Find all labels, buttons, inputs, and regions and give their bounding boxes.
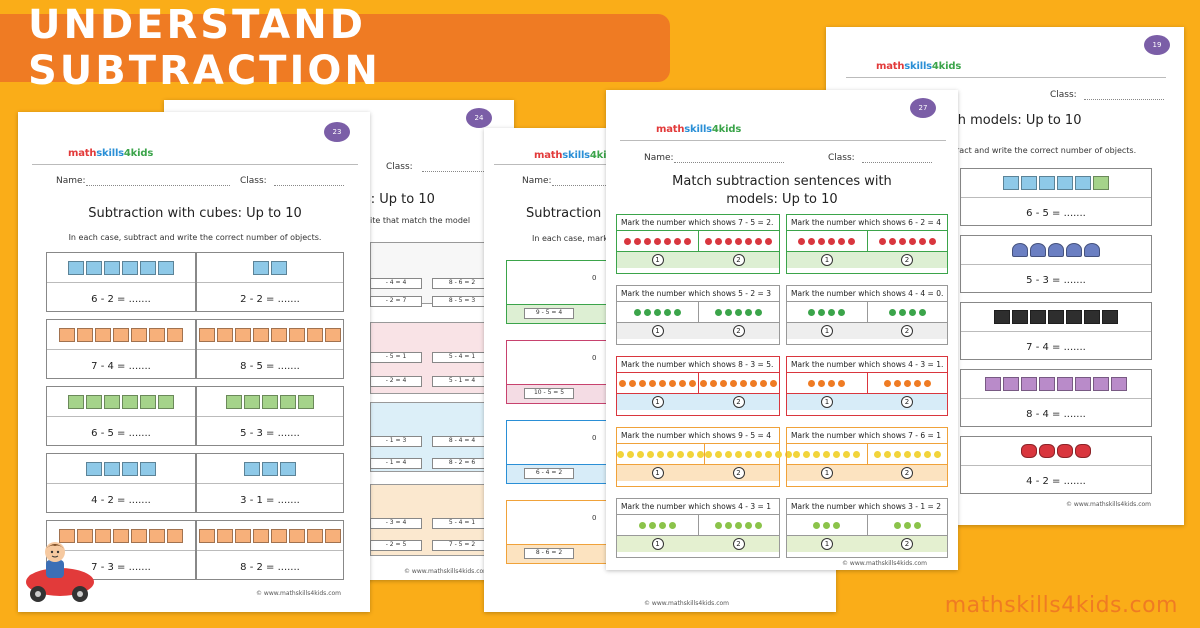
option-2[interactable]: 2 — [732, 396, 745, 408]
match-box: Mark the number which shows 4 - 4 = 0. 1… — [786, 285, 948, 345]
match-box: Mark the number which shows 4 - 3 = 1. 1… — [786, 356, 948, 416]
worksheet-instruction: ite that match the model — [370, 216, 471, 225]
worksheet-instruction: In each case, subtract and write the cor… — [68, 233, 322, 242]
option-2[interactable]: 2 — [901, 254, 913, 266]
option-2[interactable]: 2 — [901, 538, 913, 550]
equation: 4 - 2 = ....... — [91, 495, 151, 506]
class-label: Class: — [386, 162, 413, 172]
logo: mathskills4kids — [534, 150, 620, 161]
option-1[interactable]: 1 — [821, 396, 833, 408]
equation: 7 - 4 = ....... — [91, 361, 151, 372]
worksheet-cubes: 23 mathskills4kids Name: Class: Subtract… — [18, 112, 370, 612]
logo: mathskills4kids — [876, 61, 962, 72]
exercise-cell: 4 - 2 = ....... — [46, 453, 196, 513]
equation: 8 - 2 = ....... — [240, 562, 300, 573]
exercise-cell: 7 - 4 = ....... — [46, 319, 196, 379]
exercise-cell: 8 - 5 = ....... — [196, 319, 344, 379]
option-1[interactable]: 1 — [651, 396, 664, 408]
match-box: Mark the number which shows 8 - 3 = 5. 1… — [616, 356, 780, 416]
page-badge-icon: 23 — [324, 122, 350, 142]
equation: 8 - 4 = ....... — [1026, 409, 1086, 420]
option-1[interactable]: 1 — [821, 325, 833, 337]
exercise-cell: 8 - 2 = ....... — [196, 520, 344, 580]
copyright: © www.mathskills4kids.com — [256, 590, 342, 597]
class-label: Class: — [1050, 90, 1077, 100]
equation: 6 - 5 = ....... — [91, 428, 151, 439]
copyright: © www.mathskills4kids.com — [404, 568, 490, 575]
page-badge-icon: 24 — [466, 108, 492, 128]
class-label: Class: — [828, 153, 855, 163]
exercise-cell: 3 - 1 = ....... — [196, 453, 344, 513]
name-label: Name: — [56, 176, 86, 186]
equation: 8 - 5 = ....... — [240, 361, 300, 372]
equation: 5 - 3 = ....... — [240, 428, 300, 439]
logo: mathskills4kids — [656, 124, 742, 135]
worksheet-title-line1: Match subtraction sentences with — [672, 174, 892, 189]
option-2[interactable]: 2 — [732, 538, 745, 550]
banner-title: UNDERSTAND SUBTRACTION — [28, 2, 381, 94]
option-1[interactable]: 1 — [821, 538, 833, 550]
boy-car-illustration — [26, 542, 94, 602]
worksheet-title: Subtraction with cubes: Up to 10 — [88, 206, 302, 221]
match-box: Mark the number which shows 7 - 5 = 2. 1… — [616, 214, 780, 274]
site-url[interactable]: mathskills4kids.com — [944, 593, 1178, 618]
equation: 2 - 2 = ....... — [240, 294, 300, 305]
equation: 7 - 4 = ....... — [1026, 342, 1086, 353]
option-1[interactable]: 1 — [821, 254, 833, 266]
option-1[interactable]: 1 — [651, 467, 664, 479]
copyright: © www.mathskills4kids.com — [644, 600, 730, 607]
page-badge-icon: 27 — [910, 98, 936, 118]
option-2[interactable]: 2 — [732, 325, 745, 337]
option-1[interactable]: 1 — [651, 538, 664, 550]
equation: 3 - 1 = ....... — [240, 495, 300, 506]
option-2[interactable]: 2 — [732, 254, 745, 266]
exercise-cell: 6 - 2 = ....... — [46, 252, 196, 312]
exercise-cell: 2 - 2 = ....... — [196, 252, 344, 312]
worksheet-title: s: Up to 10 — [364, 192, 435, 207]
copyright: © www.mathskills4kids.com — [1066, 501, 1152, 508]
option-1[interactable]: 1 — [651, 325, 664, 337]
worksheet-instruction: ract and write the correct number of obj… — [956, 146, 1137, 155]
worksheet-title: n with models: Up to 10 — [926, 113, 1082, 128]
exercise-cell: 5 - 3 = ....... — [196, 386, 344, 446]
title-banner: UNDERSTAND SUBTRACTION — [0, 2, 670, 94]
name-label: Name: — [522, 176, 552, 186]
name-label: Name: — [644, 153, 674, 163]
copyright: © www.mathskills4kids.com — [842, 560, 928, 567]
logo: mathskills4kids — [68, 148, 154, 159]
worksheet-title-line2: models: Up to 10 — [726, 192, 838, 207]
page-badge-icon: 19 — [1144, 35, 1170, 55]
worksheet-title: Subtraction s — [526, 206, 613, 221]
exercise-cell: 6 - 5 = ....... — [46, 386, 196, 446]
option-2[interactable]: 2 — [901, 467, 913, 479]
worksheet-match: 27 mathskills4kids Name: Class: Match su… — [606, 90, 958, 570]
option-1[interactable]: 1 — [651, 254, 664, 266]
option-2[interactable]: 2 — [901, 325, 913, 337]
option-2[interactable]: 2 — [732, 467, 745, 479]
equation: 6 - 2 = ....... — [91, 294, 151, 305]
equation: 5 - 3 = ....... — [1026, 275, 1086, 286]
equation: 7 - 3 = ....... — [91, 562, 151, 573]
equation: 6 - 5 = ....... — [1026, 208, 1086, 219]
worksheet-instruction: In each case, mark t — [532, 234, 614, 243]
option-1[interactable]: 1 — [821, 467, 833, 479]
equation: 4 - 2 = ....... — [1026, 476, 1086, 487]
class-label: Class: — [240, 176, 267, 186]
option-2[interactable]: 2 — [901, 396, 913, 408]
